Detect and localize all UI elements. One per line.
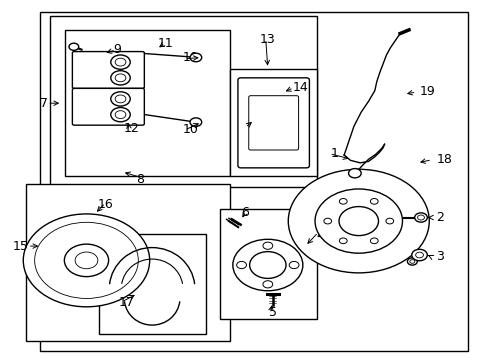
Text: 16: 16 — [98, 198, 114, 211]
Bar — [50, 16, 317, 187]
Bar — [40, 12, 467, 351]
Circle shape — [232, 239, 302, 291]
Text: 19: 19 — [419, 85, 434, 98]
Text: 6: 6 — [241, 206, 249, 219]
Circle shape — [411, 249, 427, 261]
Circle shape — [339, 238, 346, 244]
Circle shape — [348, 168, 361, 178]
Bar — [220, 208, 317, 319]
Text: 3: 3 — [436, 250, 444, 263]
Circle shape — [115, 95, 125, 103]
Circle shape — [69, 43, 79, 50]
Circle shape — [339, 198, 346, 204]
Circle shape — [287, 169, 428, 273]
Circle shape — [417, 215, 424, 220]
Circle shape — [369, 198, 377, 204]
Text: 10: 10 — [183, 51, 199, 64]
Circle shape — [111, 108, 130, 122]
Bar — [64, 30, 229, 176]
Text: 18: 18 — [436, 153, 451, 166]
Text: 4: 4 — [315, 229, 323, 242]
Text: 7: 7 — [40, 97, 47, 110]
Bar — [26, 184, 229, 341]
Text: 14: 14 — [292, 81, 308, 94]
FancyBboxPatch shape — [248, 96, 298, 150]
Text: 2: 2 — [436, 211, 444, 224]
FancyBboxPatch shape — [72, 51, 144, 88]
Circle shape — [115, 58, 125, 66]
Circle shape — [64, 244, 108, 276]
Circle shape — [263, 281, 272, 288]
Bar — [99, 234, 205, 334]
Circle shape — [190, 118, 201, 126]
Circle shape — [314, 189, 402, 253]
Circle shape — [75, 252, 98, 269]
Circle shape — [236, 261, 246, 269]
Circle shape — [338, 207, 378, 235]
Circle shape — [115, 74, 125, 82]
Text: 15: 15 — [12, 240, 28, 253]
Text: 17: 17 — [119, 296, 135, 309]
FancyBboxPatch shape — [238, 78, 309, 168]
Circle shape — [409, 260, 414, 263]
Text: 13: 13 — [260, 33, 275, 46]
Circle shape — [407, 258, 416, 265]
Text: 5: 5 — [268, 306, 276, 319]
Text: 14: 14 — [249, 118, 264, 131]
Text: 1: 1 — [330, 147, 338, 160]
Text: 8: 8 — [136, 173, 143, 186]
Circle shape — [111, 71, 130, 85]
Circle shape — [263, 242, 272, 249]
Text: 9: 9 — [113, 43, 121, 56]
Text: 12: 12 — [123, 122, 139, 135]
Text: 10: 10 — [183, 123, 199, 136]
Bar — [229, 69, 317, 176]
Circle shape — [288, 261, 298, 269]
Circle shape — [111, 55, 130, 69]
Circle shape — [23, 214, 149, 307]
Circle shape — [249, 252, 285, 278]
Circle shape — [111, 92, 130, 106]
Circle shape — [369, 238, 377, 244]
Circle shape — [323, 218, 331, 224]
Circle shape — [190, 53, 201, 62]
Circle shape — [385, 218, 393, 224]
FancyBboxPatch shape — [72, 88, 144, 125]
Text: 11: 11 — [158, 37, 173, 50]
Circle shape — [415, 252, 423, 258]
Circle shape — [115, 111, 125, 118]
Circle shape — [414, 213, 427, 222]
